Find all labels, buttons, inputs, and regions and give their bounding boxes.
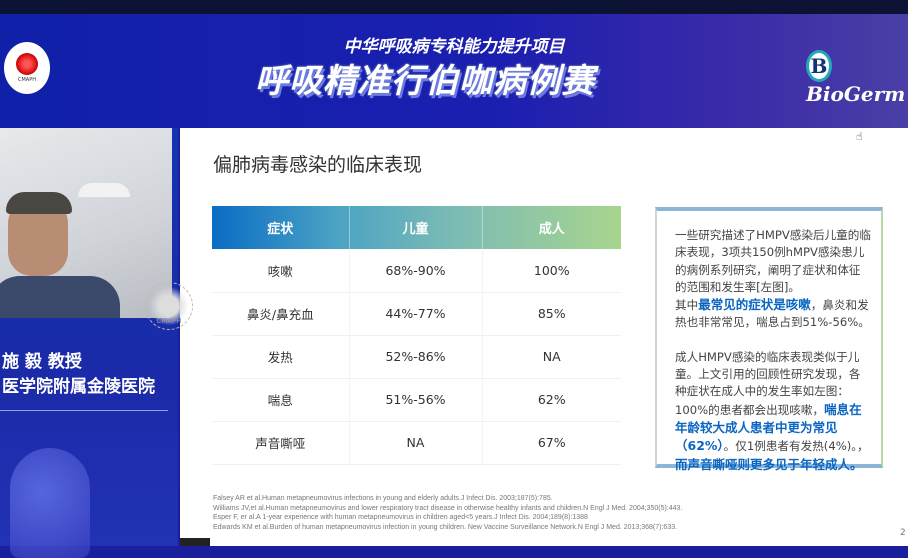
- biogerm-text: BioGerm: [806, 82, 906, 106]
- slide: 偏肺病毒感染的临床表现 ☝ 症状 儿童 成人 咳嗽 68%-90% 100% 鼻炎/…: [180, 128, 908, 546]
- cmaph-watermark: CMAPH: [145, 282, 193, 330]
- cell: 85%: [482, 292, 621, 336]
- references: Falsey AR et al.Human metapneumovirus in…: [213, 494, 682, 532]
- header-symptom: 症状: [212, 206, 350, 249]
- cell: NA: [482, 335, 621, 379]
- symptom-table: 症状 儿童 成人 咳嗽 68%-90% 100% 鼻炎/鼻充血 44%-77% 85% …: [212, 206, 621, 465]
- highlight-text: 而声音嘶哑则更多见于年轻成人。: [675, 456, 863, 472]
- reference: Edwards KM et al.Burden of human metapne…: [213, 523, 678, 531]
- cell: 发热: [212, 335, 350, 379]
- page-number: 2: [900, 528, 906, 538]
- highlight-text: 最常见的症状是咳嗽: [698, 297, 811, 313]
- info-paragraph-2: 成人HMPV感染的临床表现类似于儿童。上文引用的回顾性研究发现，各种症状在成人中…: [675, 349, 871, 474]
- header-children: 儿童: [349, 206, 483, 249]
- cell: NA: [349, 421, 483, 465]
- cell: 67%: [482, 421, 621, 465]
- text: 一些研究描述了HMPV感染后儿童的临床表现，3项共150例hMPV感染患儿的病例…: [675, 228, 871, 294]
- bottom-label: [180, 538, 210, 546]
- header-adults: 成人: [538, 222, 565, 237]
- top-bar: [0, 0, 908, 14]
- divider: [0, 410, 168, 411]
- logo-text: CMAPH: [17, 77, 36, 83]
- table-header-row: 症状 儿童 成人: [212, 206, 621, 249]
- reference: Williams JV,et al.Human metapneumovirus …: [213, 504, 683, 512]
- mouse-cursor-icon: ☝: [856, 130, 863, 143]
- slide-title: 偏肺病毒感染的临床表现: [213, 154, 423, 176]
- info-paragraph-1: 一些研究描述了HMPV感染后儿童的临床表现，3项共150例hMPV感染患儿的病例…: [675, 227, 871, 332]
- table-row: 喘息 51%-56% 62%: [212, 378, 621, 422]
- cell: 44%-77%: [349, 292, 483, 336]
- cell: 100%: [482, 249, 621, 293]
- text: 其中: [675, 298, 699, 313]
- highlight-text: 喘息在年龄较大成人患者中更为常见（62%）: [675, 401, 862, 454]
- cell: 51%-56%: [349, 378, 483, 422]
- reference: Esper F, er al.A 1-year experience with …: [213, 514, 588, 521]
- cell: 鼻炎/鼻充血: [212, 292, 350, 336]
- cell: 喘息: [212, 378, 350, 422]
- table-row: 声音嘶哑 NA 67%: [212, 421, 621, 465]
- cell: 52%-86%: [349, 335, 483, 379]
- cell: 68%-90%: [349, 249, 483, 293]
- speaker-hospital: 医学院附属金陵医院: [2, 377, 155, 397]
- cell: 声音嘶哑: [212, 421, 350, 465]
- table-row: 发热 52%-86% NA: [212, 335, 621, 379]
- banner: CMAPH 中华呼吸病专科能力提升项目 呼吸精准行伯咖病例赛 BBioGerm: [0, 14, 908, 128]
- cell: 62%: [482, 378, 621, 422]
- text: ，鼻炎和发热也非常常见，喘息占到51%-56%。: [675, 298, 870, 330]
- speaker-name: 施 毅 教授: [2, 352, 82, 372]
- cell: 咳嗽: [212, 249, 350, 293]
- lung-illustration: [10, 448, 90, 558]
- biogerm-b-icon: B: [806, 50, 832, 82]
- info-box: 一些研究描述了HMPV感染后儿童的临床表现，3项共150例hMPV感染患儿的病例…: [655, 207, 883, 472]
- reference: Falsey AR et al.Human metapneumovirus in…: [213, 495, 553, 502]
- table-row: 咳嗽 68%-90% 100%: [212, 249, 621, 293]
- biogerm-logo: BBioGerm: [806, 50, 908, 106]
- table-row: 鼻炎/鼻充血 44%-77% 85%: [212, 292, 621, 336]
- speaker-hair: [6, 192, 72, 214]
- speaker-body: [0, 276, 120, 318]
- banner-title: 呼吸精准行伯咖病例赛: [255, 61, 595, 100]
- speaker-video: [0, 128, 172, 318]
- cmaph-logo: CMAPH: [4, 42, 50, 94]
- text: 。仅1例患者有发热(4%)。，: [723, 439, 869, 454]
- flower-icon: [16, 53, 38, 75]
- lamp-icon: [78, 183, 130, 197]
- speaker-panel: 施 毅 教授 医学院附属金陵医院: [0, 128, 178, 558]
- banner-subtitle: 中华呼吸病专科能力提升项目: [343, 37, 565, 57]
- text: 成人HMPV感染的临床表现类似于儿童。上文引用的回顾性研究发现，各种症状在成人中…: [675, 349, 861, 417]
